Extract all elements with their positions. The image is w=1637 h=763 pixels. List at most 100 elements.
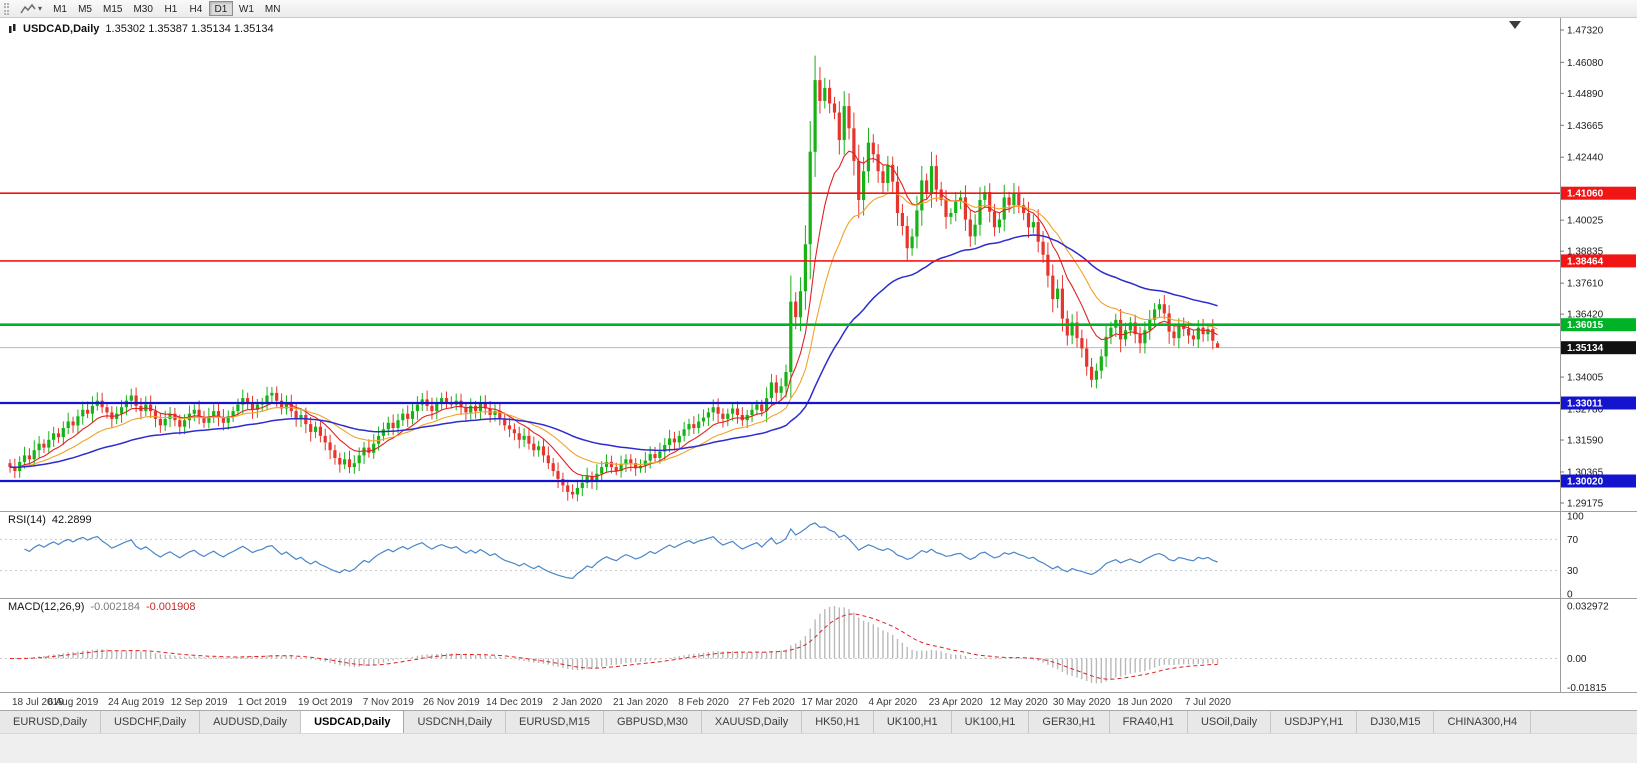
symbol-tab-hk50-h1[interactable]: HK50,H1 bbox=[802, 711, 874, 733]
timeframe-button-w1[interactable]: W1 bbox=[238, 4, 254, 15]
timeframe-buttons-group: M1 M5 M15 M30 H1 H4 D1 W1 MN bbox=[48, 1, 285, 16]
time-axis-label: 30 May 2020 bbox=[1053, 697, 1111, 708]
price-scale-label: 1.43665 bbox=[1567, 121, 1604, 132]
symbol-tab-ger30-h1[interactable]: GER30,H1 bbox=[1029, 711, 1110, 733]
time-axis-label: 18 Jul 2019 bbox=[12, 697, 64, 708]
timeframe-button-mn[interactable]: MN bbox=[264, 4, 281, 15]
price-scale-label: 1.46080 bbox=[1567, 58, 1604, 69]
ohlc-values: 1.35302 1.35387 1.35134 1.35134 bbox=[105, 23, 274, 35]
macd-main-value: -0.002184 bbox=[90, 601, 140, 613]
time-axis-label: 7 Jul 2020 bbox=[1185, 697, 1232, 708]
timeframe-button-m5[interactable]: M5 bbox=[78, 4, 92, 15]
candlestick-series bbox=[8, 55, 1220, 502]
timeframe-button-m1[interactable]: M1 bbox=[53, 4, 67, 15]
macd-signal-line bbox=[9, 613, 1218, 680]
timeframe-toolbar: ▾ M1 M5 M15 M30 H1 H4 D1 W1 MN bbox=[0, 0, 1637, 18]
moving-average-55-line bbox=[9, 234, 1218, 469]
rsi-line bbox=[24, 522, 1218, 580]
macd-indicator-name: MACD(12,26,9) bbox=[8, 601, 85, 613]
macd-scale-label: 0.032972 bbox=[1567, 602, 1609, 613]
price-scale-label: 1.37610 bbox=[1567, 279, 1604, 290]
time-axis-label: 12 May 2020 bbox=[990, 697, 1048, 708]
price-scale-label: 1.32780 bbox=[1567, 405, 1604, 416]
symbol-period-label: USDCAD,Daily bbox=[23, 23, 100, 35]
symbol-tab-uk100-h1[interactable]: UK100,H1 bbox=[952, 711, 1030, 733]
time-axis-label: 21 Jan 2020 bbox=[613, 697, 668, 708]
time-axis-label: 27 Feb 2020 bbox=[739, 697, 796, 708]
macd-pane-label: MACD(12,26,9) -0.002184 -0.001908 bbox=[8, 601, 196, 613]
symbol-tab-usdchf-daily[interactable]: USDCHF,Daily bbox=[101, 711, 201, 733]
price-scale-label: 1.31590 bbox=[1567, 436, 1604, 447]
toolbar-grip-handle[interactable] bbox=[4, 2, 9, 15]
symbol-tab-usoil-daily[interactable]: USOil,Daily bbox=[1188, 711, 1272, 733]
price-level-badge-1.30020: 1.30020 bbox=[1561, 474, 1636, 488]
time-axis-label: 17 Mar 2020 bbox=[802, 697, 859, 708]
price-scale-label: 1.30365 bbox=[1567, 468, 1604, 479]
macd-signal-value: -0.001908 bbox=[145, 601, 196, 613]
price-chart-canvas[interactable]: 1.47320 1.46080 1.44890 1.43665 1.42440 1.400… bbox=[0, 18, 1637, 710]
symbol-tab-xauusd-daily[interactable]: XAUUSD,Daily bbox=[702, 711, 803, 733]
price-scale-label: 1.36420 bbox=[1567, 310, 1604, 321]
price-scale-label: 1.42440 bbox=[1567, 153, 1604, 164]
price-scale-label: 1.47320 bbox=[1567, 26, 1604, 37]
time-axis-label: 7 Nov 2019 bbox=[363, 697, 415, 708]
timeframe-button-m30[interactable]: M30 bbox=[133, 4, 153, 15]
timeframe-button-h4[interactable]: H4 bbox=[189, 4, 203, 15]
time-axis-label: 14 Dec 2019 bbox=[486, 697, 543, 708]
chart-title: USDCAD,Daily 1.35302 1.35387 1.35134 1.3… bbox=[8, 23, 274, 35]
symbol-tab-usdcnh-daily[interactable]: USDCNH,Daily bbox=[404, 711, 507, 733]
moving-average-10-line bbox=[9, 150, 1218, 478]
bottom-strip bbox=[0, 733, 1637, 763]
rsi-scale-label: 30 bbox=[1567, 566, 1579, 577]
time-axis-label: 26 Nov 2019 bbox=[423, 697, 480, 708]
time-axis-label: 4 Apr 2020 bbox=[869, 697, 918, 708]
symbol-tab-eurusd-daily[interactable]: EURUSD,Daily bbox=[0, 711, 101, 733]
price-scale-label: 1.29175 bbox=[1567, 499, 1604, 510]
symbol-tab-china300-h4[interactable]: CHINA300,H4 bbox=[1434, 711, 1532, 733]
symbol-tab-usdjpy-h1[interactable]: USDJPY,H1 bbox=[1271, 711, 1358, 733]
symbol-tab-audusd-daily[interactable]: AUDUSD,Daily bbox=[200, 711, 302, 733]
symbol-tab-eurusd-m15[interactable]: EURUSD,M15 bbox=[506, 711, 604, 733]
timeframe-button-h1[interactable]: H1 bbox=[164, 4, 178, 15]
rsi-indicator-name: RSI(14) bbox=[8, 514, 46, 526]
symbol-tab-usdcad-daily[interactable]: USDCAD,Daily bbox=[301, 711, 405, 733]
price-scale-label: 1.38835 bbox=[1567, 247, 1604, 258]
svg-text:1.30020: 1.30020 bbox=[1567, 477, 1604, 488]
caret-down-icon: ▾ bbox=[38, 3, 43, 13]
symbol-tab-fra40-h1[interactable]: FRA40,H1 bbox=[1110, 711, 1188, 733]
symbol-tab-dj30-m15[interactable]: DJ30,M15 bbox=[1357, 711, 1435, 733]
time-axis-label: 24 Aug 2019 bbox=[108, 697, 165, 708]
moving-average-21-line bbox=[9, 191, 1218, 469]
price-scale-label: 1.34005 bbox=[1567, 373, 1604, 384]
price-level-badge-1.38464: 1.38464 bbox=[1561, 254, 1636, 268]
line-chart-icon bbox=[20, 3, 36, 13]
time-axis-label: 8 Feb 2020 bbox=[678, 697, 729, 708]
timeframe-button-d1[interactable]: D1 bbox=[208, 1, 233, 16]
symbol-tab-bar: EURUSD,Daily USDCHF,Daily AUDUSD,Daily USDC… bbox=[0, 710, 1637, 733]
time-axis-label: 23 Apr 2020 bbox=[929, 697, 983, 708]
current-price-badge: 1.35134 bbox=[1561, 341, 1636, 355]
symbol-tab-gbpusd-m30[interactable]: GBPUSD,M30 bbox=[604, 711, 702, 733]
time-axis-label: 12 Sep 2019 bbox=[171, 697, 228, 708]
rsi-pane-label: RSI(14) 42.2899 bbox=[8, 514, 92, 526]
time-axis-label: 18 Jun 2020 bbox=[1117, 697, 1172, 708]
price-scale-label: 1.40025 bbox=[1567, 216, 1604, 227]
price-level-badge-1.33011: 1.33011 bbox=[1561, 396, 1636, 410]
rsi-scale-label: 0 bbox=[1567, 590, 1573, 601]
symbol-tab-uk100-h1[interactable]: UK100,H1 bbox=[874, 711, 952, 733]
time-axis-label: 6 Aug 2019 bbox=[48, 697, 99, 708]
rsi-scale-label: 70 bbox=[1567, 535, 1579, 546]
svg-text:1.41060: 1.41060 bbox=[1567, 189, 1604, 200]
chart-context-icon bbox=[9, 24, 16, 33]
svg-text:1.38464: 1.38464 bbox=[1567, 256, 1604, 267]
macd-scale-label: 0.00 bbox=[1567, 654, 1587, 665]
rsi-indicator-value: 42.2899 bbox=[51, 514, 92, 526]
chart-shift-marker-icon[interactable] bbox=[1509, 21, 1521, 29]
rsi-scale-label: 100 bbox=[1567, 512, 1584, 523]
svg-text:1.35134: 1.35134 bbox=[1567, 343, 1604, 354]
timeframe-button-m15[interactable]: M15 bbox=[103, 4, 123, 15]
chart-period-menu-button[interactable]: ▾ bbox=[16, 1, 46, 16]
time-axis-label: 1 Oct 2019 bbox=[238, 697, 287, 708]
time-axis-label: 19 Oct 2019 bbox=[298, 697, 353, 708]
